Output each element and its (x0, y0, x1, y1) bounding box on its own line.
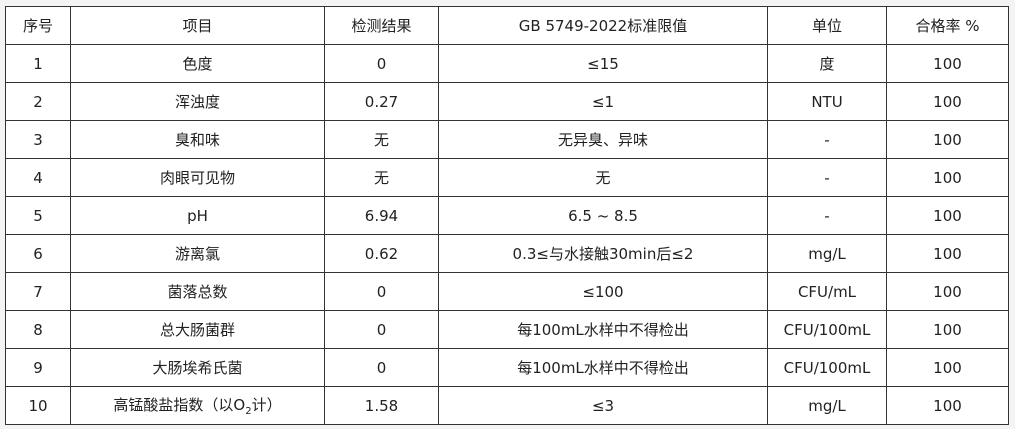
table-row: 6 游离氯 0.62 0.3≤与水接触30min后≤2 mg/L 100 (5, 234, 1009, 273)
table-cell: 无 (324, 120, 439, 159)
table-row: 4 肉眼可见物无无 -100 (5, 158, 1009, 197)
table-cell: 0 (324, 310, 439, 349)
item-text-before: 高锰酸盐指数（以O (113, 396, 246, 414)
table-cell: - (767, 158, 887, 197)
table-cell: 100 (886, 196, 1009, 235)
table-cell: mg/L (767, 386, 887, 425)
table-cell: 高锰酸盐指数（以O2计） (70, 386, 325, 425)
table-cell: 0 (324, 272, 439, 311)
table-cell: 7 (5, 272, 71, 311)
table-cell: 8 (5, 310, 71, 349)
table-cell: 0 (324, 348, 439, 387)
table-cell: 6.94 (324, 196, 439, 235)
table-cell: 臭和味 (70, 120, 325, 159)
table-cell: 每100mL水样中不得检出 (438, 310, 768, 349)
table-row: 8 总大肠菌群 0 每100mL水样中不得检出 CFU/100mL 100 (5, 310, 1009, 349)
table-cell: 100 (886, 386, 1009, 425)
water-quality-table: 序号 项目 检测结果 GB 5749-2022标准限值 单位 合格率 % 1 色度 0 ≤15 度… (5, 6, 1009, 425)
table-cell: CFU/100mL (767, 310, 887, 349)
column-header: 序号 (5, 6, 71, 45)
table-cell: 无 (324, 158, 439, 197)
table-cell: 6.5 ~ 8.5 (438, 196, 768, 235)
column-header: 合格率 % (886, 6, 1009, 45)
table-row: 7 菌落总数 0 ≤100 CFU/mL 100 (5, 272, 1009, 311)
table-cell: 无 (438, 158, 768, 197)
table-cell: 10 (5, 386, 71, 425)
table-cell: CFU/mL (767, 272, 887, 311)
column-header: 检测结果 (324, 6, 439, 45)
table-row: 1 色度 0 ≤15 度 100 (5, 44, 1009, 83)
table-cell: ≤1 (438, 82, 768, 121)
table-cell: 5 (5, 196, 71, 235)
table-row: 2 浑浊度 0.27 ≤1 NTU 100 (5, 82, 1009, 121)
table-cell: - (767, 120, 887, 159)
table-cell: NTU (767, 82, 887, 121)
column-header: 单位 (767, 6, 887, 45)
table-cell: ≤15 (438, 44, 768, 83)
table-cell: 每100mL水样中不得检出 (438, 348, 768, 387)
table-cell: 无异臭、异味 (438, 120, 768, 159)
table-cell: 6 (5, 234, 71, 273)
table-cell: 100 (886, 44, 1009, 83)
table-row: 5 pH 6.94 6.5 ~ 8.5-100 (5, 196, 1009, 235)
table-cell: CFU/100mL (767, 348, 887, 387)
table-cell: 菌落总数 (70, 272, 325, 311)
table-row: 10 高锰酸盐指数（以O2计） 1.58 ≤3 mg/L 100 (5, 386, 1009, 425)
table-cell: 100 (886, 158, 1009, 197)
table-cell: 100 (886, 234, 1009, 273)
table-cell: 4 (5, 158, 71, 197)
table-cell: 度 (767, 44, 887, 83)
table-cell: ≤3 (438, 386, 768, 425)
table-cell: 100 (886, 82, 1009, 121)
table-cell: pH (70, 196, 325, 235)
table-cell: 100 (886, 310, 1009, 349)
table-cell: 1.58 (324, 386, 439, 425)
table-cell: 3 (5, 120, 71, 159)
table-cell: 0.27 (324, 82, 439, 121)
table-cell: 大肠埃希氏菌 (70, 348, 325, 387)
table-row: 3 臭和味无无异臭、异味 -100 (5, 120, 1009, 159)
table-cell: 0.62 (324, 234, 439, 273)
table-cell: 1 (5, 44, 71, 83)
table-cell: - (767, 196, 887, 235)
table-cell: 游离氯 (70, 234, 325, 273)
table-cell: 2 (5, 82, 71, 121)
item-text-after: 计） (251, 396, 282, 414)
table-cell: 总大肠菌群 (70, 310, 325, 349)
column-header: GB 5749-2022标准限值 (438, 6, 768, 45)
table-cell: 0.3≤与水接触30min后≤2 (438, 234, 768, 273)
table-cell: 肉眼可见物 (70, 158, 325, 197)
table-cell: 100 (886, 348, 1009, 387)
table-cell: 浑浊度 (70, 82, 325, 121)
table-cell: 色度 (70, 44, 325, 83)
item-text-sub: 2 (245, 406, 252, 417)
table-cell: 9 (5, 348, 71, 387)
table-cell: 100 (886, 272, 1009, 311)
table-cell: 0 (324, 44, 439, 83)
header-row: 序号 项目 检测结果 GB 5749-2022标准限值 单位 合格率 % (5, 6, 1009, 45)
table-cell: 100 (886, 120, 1009, 159)
table-row: 9 大肠埃希氏菌 0 每100mL水样中不得检出 CFU/100mL 100 (5, 348, 1009, 387)
column-header: 项目 (70, 6, 325, 45)
table-cell: mg/L (767, 234, 887, 273)
table-cell: ≤100 (438, 272, 768, 311)
